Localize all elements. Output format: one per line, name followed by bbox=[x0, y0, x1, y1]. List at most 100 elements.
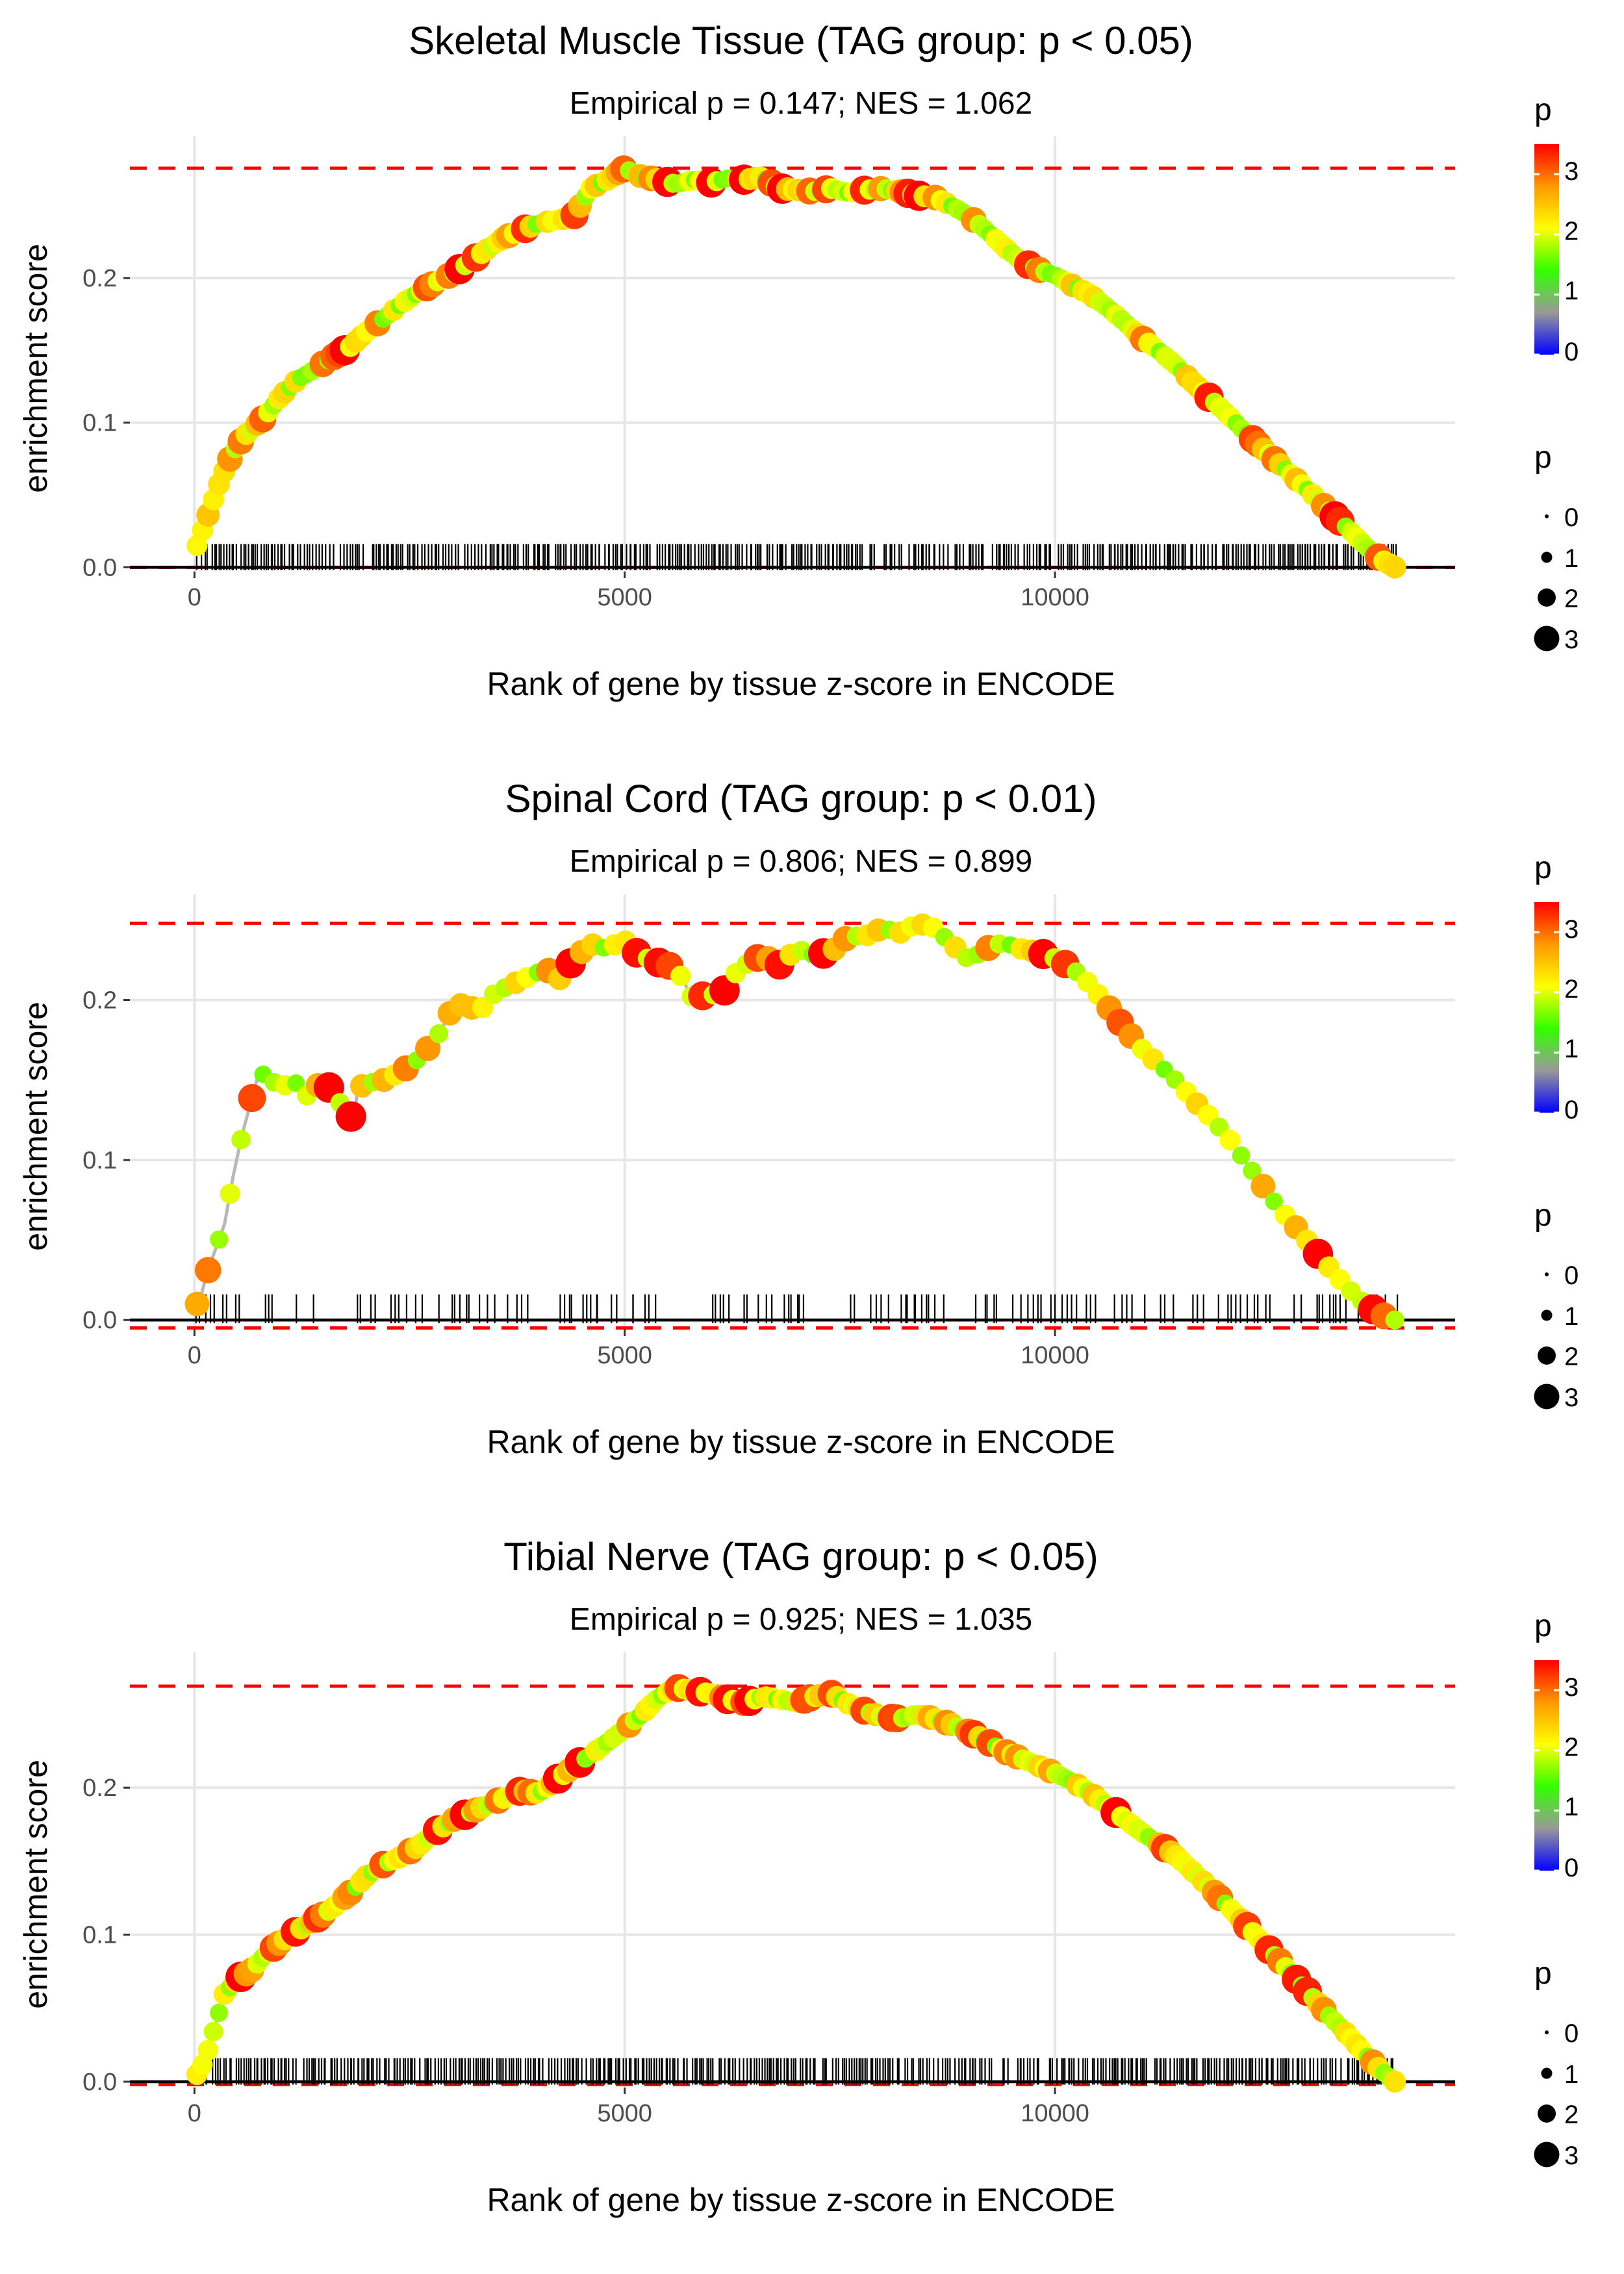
x-tick-label: 5000 bbox=[597, 584, 652, 611]
enrichment-points bbox=[186, 1674, 1406, 2093]
x-axis-label: Rank of gene by tissue z-score in ENCODE bbox=[487, 2182, 1115, 2218]
data-point bbox=[415, 1035, 441, 1061]
x-tick-label: 5000 bbox=[597, 1342, 652, 1369]
color-legend-tick: 3 bbox=[1564, 157, 1579, 186]
y-tick-label: 0.0 bbox=[82, 2069, 117, 2096]
size-legend-label: 2 bbox=[1564, 585, 1579, 613]
data-point bbox=[1210, 1117, 1229, 1137]
x-axis-label: Rank of gene by tissue z-score in ENCODE bbox=[487, 666, 1115, 702]
axes: 0.0 0.1 0.2 0 5000 10000 bbox=[82, 1775, 1089, 2127]
x-tick-label: 0 bbox=[188, 2100, 201, 2127]
y-tick-label: 0.1 bbox=[82, 1147, 117, 1174]
plot-area bbox=[130, 136, 1455, 579]
size-legend: p 0 1 2 3 bbox=[1534, 440, 1579, 654]
data-point bbox=[1385, 1310, 1404, 1330]
x-tick-label: 0 bbox=[188, 584, 201, 611]
color-legend-title: p bbox=[1534, 851, 1552, 885]
color-legend-bar bbox=[1534, 1660, 1559, 1871]
size-legend-dot bbox=[1545, 514, 1549, 518]
color-legend-tick: 2 bbox=[1564, 975, 1579, 1004]
data-point bbox=[238, 1084, 266, 1113]
enrichment-curve bbox=[195, 166, 1396, 569]
color-legend-tick: 3 bbox=[1564, 915, 1579, 944]
gene-rug bbox=[195, 1294, 1399, 1324]
size-legend-dot bbox=[1541, 2067, 1553, 2079]
color-legend-tick: 0 bbox=[1564, 338, 1579, 366]
chart-panel-skeletal-muscle: Skeletal Muscle Tissue (TAG group: p < 0… bbox=[0, 0, 1624, 758]
chart-subtitle: Empirical p = 0.806; NES = 0.899 bbox=[570, 844, 1032, 879]
x-tick-label: 10000 bbox=[1021, 584, 1089, 611]
color-legend-bar bbox=[1534, 144, 1559, 355]
plot-area bbox=[130, 1652, 1455, 2093]
color-legend-tick: 2 bbox=[1564, 1733, 1579, 1762]
size-legend-label: 1 bbox=[1564, 544, 1579, 573]
color-legend-title: p bbox=[1534, 1609, 1552, 1643]
size-legend-title: p bbox=[1534, 440, 1552, 475]
size-legend: p 0 1 2 3 bbox=[1534, 1956, 1579, 2170]
color-legend-bar bbox=[1534, 902, 1559, 1113]
enrichment-points bbox=[184, 913, 1404, 1330]
data-point bbox=[670, 965, 691, 987]
data-point bbox=[184, 1291, 210, 1317]
data-point bbox=[1250, 1174, 1276, 1199]
size-legend-label: 3 bbox=[1564, 1383, 1579, 1412]
size-legend-label: 3 bbox=[1564, 2141, 1579, 2170]
size-legend-title: p bbox=[1534, 1956, 1552, 1991]
data-point bbox=[210, 2003, 228, 2022]
x-tick-label: 10000 bbox=[1021, 2100, 1089, 2127]
axes: 0.0 0.1 0.2 0 5000 10000 bbox=[82, 987, 1089, 1369]
data-point bbox=[231, 1130, 251, 1150]
data-point bbox=[1243, 1161, 1262, 1180]
color-legend: p 3 2 1 0 bbox=[1534, 1609, 1579, 1882]
chart-title: Spinal Cord (TAG group: p < 0.01) bbox=[505, 777, 1097, 820]
chart-svg-spinal-cord: Spinal Cord (TAG group: p < 0.01) Empiri… bbox=[18, 777, 1579, 1460]
chart-panel-tibial-nerve: Tibial Nerve (TAG group: p < 0.05) Empir… bbox=[0, 1516, 1624, 2274]
data-point bbox=[220, 1183, 240, 1204]
size-legend-dot bbox=[1541, 1309, 1553, 1321]
size-legend-label: 0 bbox=[1564, 1261, 1579, 1290]
x-axis-label: Rank of gene by tissue z-score in ENCODE bbox=[487, 1424, 1115, 1460]
data-point bbox=[203, 2021, 223, 2041]
data-point bbox=[429, 1024, 448, 1043]
size-legend-title: p bbox=[1534, 1198, 1552, 1233]
data-point bbox=[335, 1101, 366, 1132]
size-legend-label: 1 bbox=[1564, 1302, 1579, 1331]
data-point bbox=[1384, 2071, 1406, 2093]
data-point bbox=[709, 975, 740, 1006]
size-legend-label: 3 bbox=[1564, 625, 1579, 654]
color-legend-tick: 1 bbox=[1564, 1035, 1579, 1063]
size-legend-label: 0 bbox=[1564, 2019, 1579, 2048]
color-legend-tick: 2 bbox=[1564, 217, 1579, 246]
color-legend-tick: 1 bbox=[1564, 277, 1579, 305]
color-legend-tick: 3 bbox=[1564, 1673, 1579, 1702]
x-tick-label: 10000 bbox=[1021, 1342, 1089, 1369]
axes: 0.0 0.1 0.2 0 5000 10000 bbox=[82, 265, 1089, 611]
x-tick-label: 0 bbox=[188, 1342, 201, 1369]
y-tick-label: 0.0 bbox=[82, 1307, 117, 1334]
size-legend-dot bbox=[1534, 1383, 1560, 1409]
size-legend-dot bbox=[1534, 625, 1560, 651]
data-point bbox=[1383, 555, 1406, 579]
chart-title: Tibial Nerve (TAG group: p < 0.05) bbox=[503, 1535, 1098, 1578]
plot-area bbox=[130, 894, 1455, 1330]
data-point bbox=[287, 1074, 305, 1093]
size-legend-dot bbox=[1545, 2030, 1549, 2034]
chart-title: Skeletal Muscle Tissue (TAG group: p < 0… bbox=[409, 19, 1193, 62]
color-legend-title: p bbox=[1534, 93, 1552, 127]
y-tick-label: 0.0 bbox=[82, 554, 117, 581]
color-legend: p 3 2 1 0 bbox=[1534, 93, 1579, 366]
size-legend-dot bbox=[1545, 1272, 1549, 1276]
y-axis-label: enrichment score bbox=[18, 1760, 54, 2009]
color-legend-tick: 0 bbox=[1564, 1854, 1579, 1882]
chart-subtitle: Empirical p = 0.925; NES = 1.035 bbox=[570, 1602, 1032, 1637]
size-legend-label: 2 bbox=[1564, 2101, 1579, 2129]
y-tick-label: 0.1 bbox=[82, 1922, 117, 1949]
y-tick-label: 0.2 bbox=[82, 987, 117, 1015]
color-legend: p 3 2 1 0 bbox=[1534, 851, 1579, 1124]
size-legend-label: 2 bbox=[1564, 1343, 1579, 1371]
size-legend: p 0 1 2 3 bbox=[1534, 1198, 1579, 1412]
chart-svg-skeletal-muscle: Skeletal Muscle Tissue (TAG group: p < 0… bbox=[18, 19, 1579, 702]
y-tick-label: 0.2 bbox=[82, 265, 117, 292]
size-legend-label: 0 bbox=[1564, 503, 1579, 532]
